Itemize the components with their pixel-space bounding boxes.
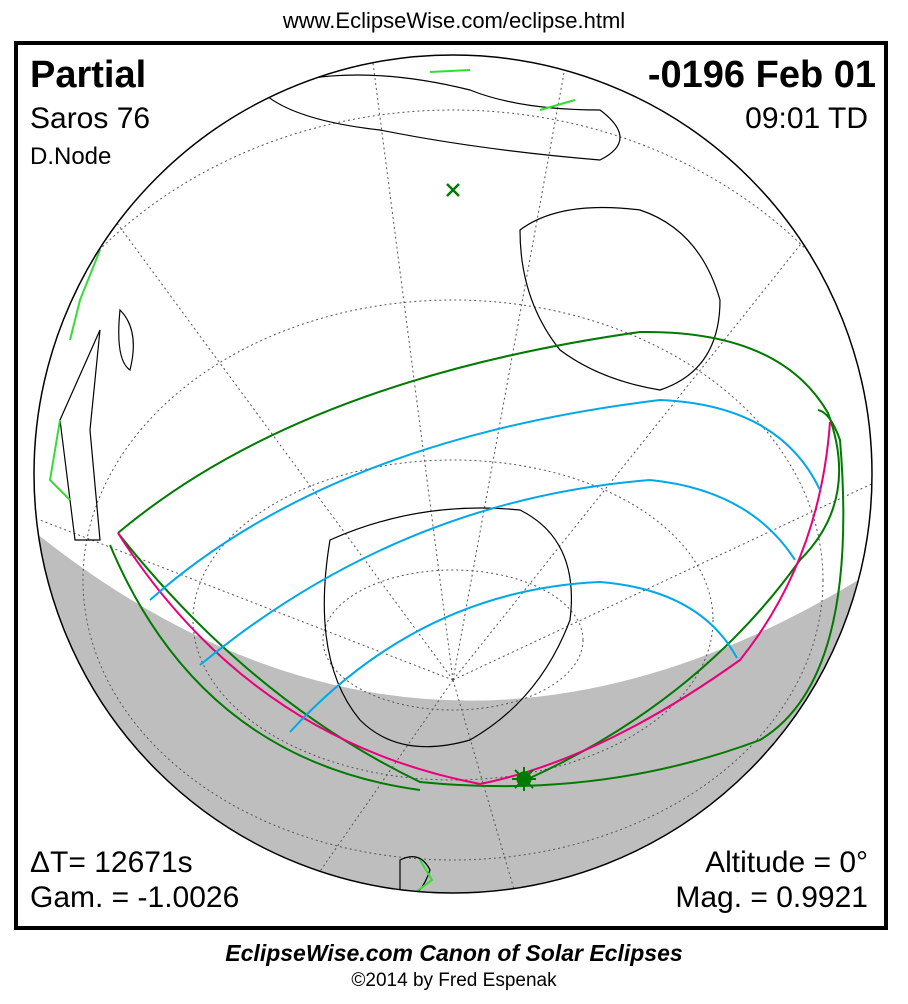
outer-rim-curve [109,544,421,791]
magnitude: Mag. = 0.9921 [675,881,868,914]
continent-outlines [59,74,721,893]
delta-t: ΔT= 12671s [30,846,193,879]
node: D.Node [30,143,112,170]
eclipse-time: 09:01 TD [745,102,868,135]
subsolar-x-marker [446,183,460,197]
northern-limit-curve [117,330,841,779]
eclipse-type: Partial [30,54,147,96]
coast-highlights [48,69,576,893]
globe-limb [33,54,873,894]
graticule [34,55,872,893]
footer-title: EclipseWise.com Canon of Solar Eclipses [225,940,683,966]
footer-copyright: ©2014 by Fred Espenak [351,970,557,991]
mag-curve-2 [199,478,796,666]
max-eclipse-curve [117,421,831,786]
map-frame [14,41,888,930]
gamma: Gam. = -1.0026 [30,881,240,914]
eclipse-date: -0196 Feb 01 [647,54,876,96]
greatest-eclipse-marker [512,767,536,791]
mag-curve-3 [289,580,738,733]
url-header: www.EclipseWise.com/eclipse.html [282,8,626,33]
saros-number: Saros 76 [30,102,151,135]
mag-curve-1 [149,398,821,601]
altitude: Altitude = 0° [705,846,868,879]
southern-limit-curve [117,409,845,788]
